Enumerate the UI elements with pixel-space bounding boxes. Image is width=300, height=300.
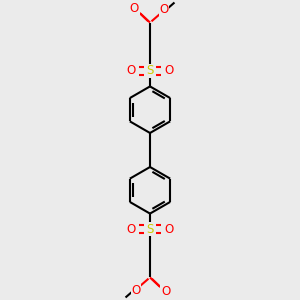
Text: S: S: [146, 64, 154, 77]
Text: O: O: [159, 3, 169, 16]
Text: O: O: [164, 223, 173, 236]
Text: O: O: [164, 64, 173, 77]
Text: O: O: [127, 223, 136, 236]
Text: O: O: [127, 64, 136, 77]
Text: O: O: [131, 284, 141, 297]
Text: O: O: [161, 285, 170, 298]
Text: O: O: [130, 2, 139, 15]
Text: S: S: [146, 223, 154, 236]
